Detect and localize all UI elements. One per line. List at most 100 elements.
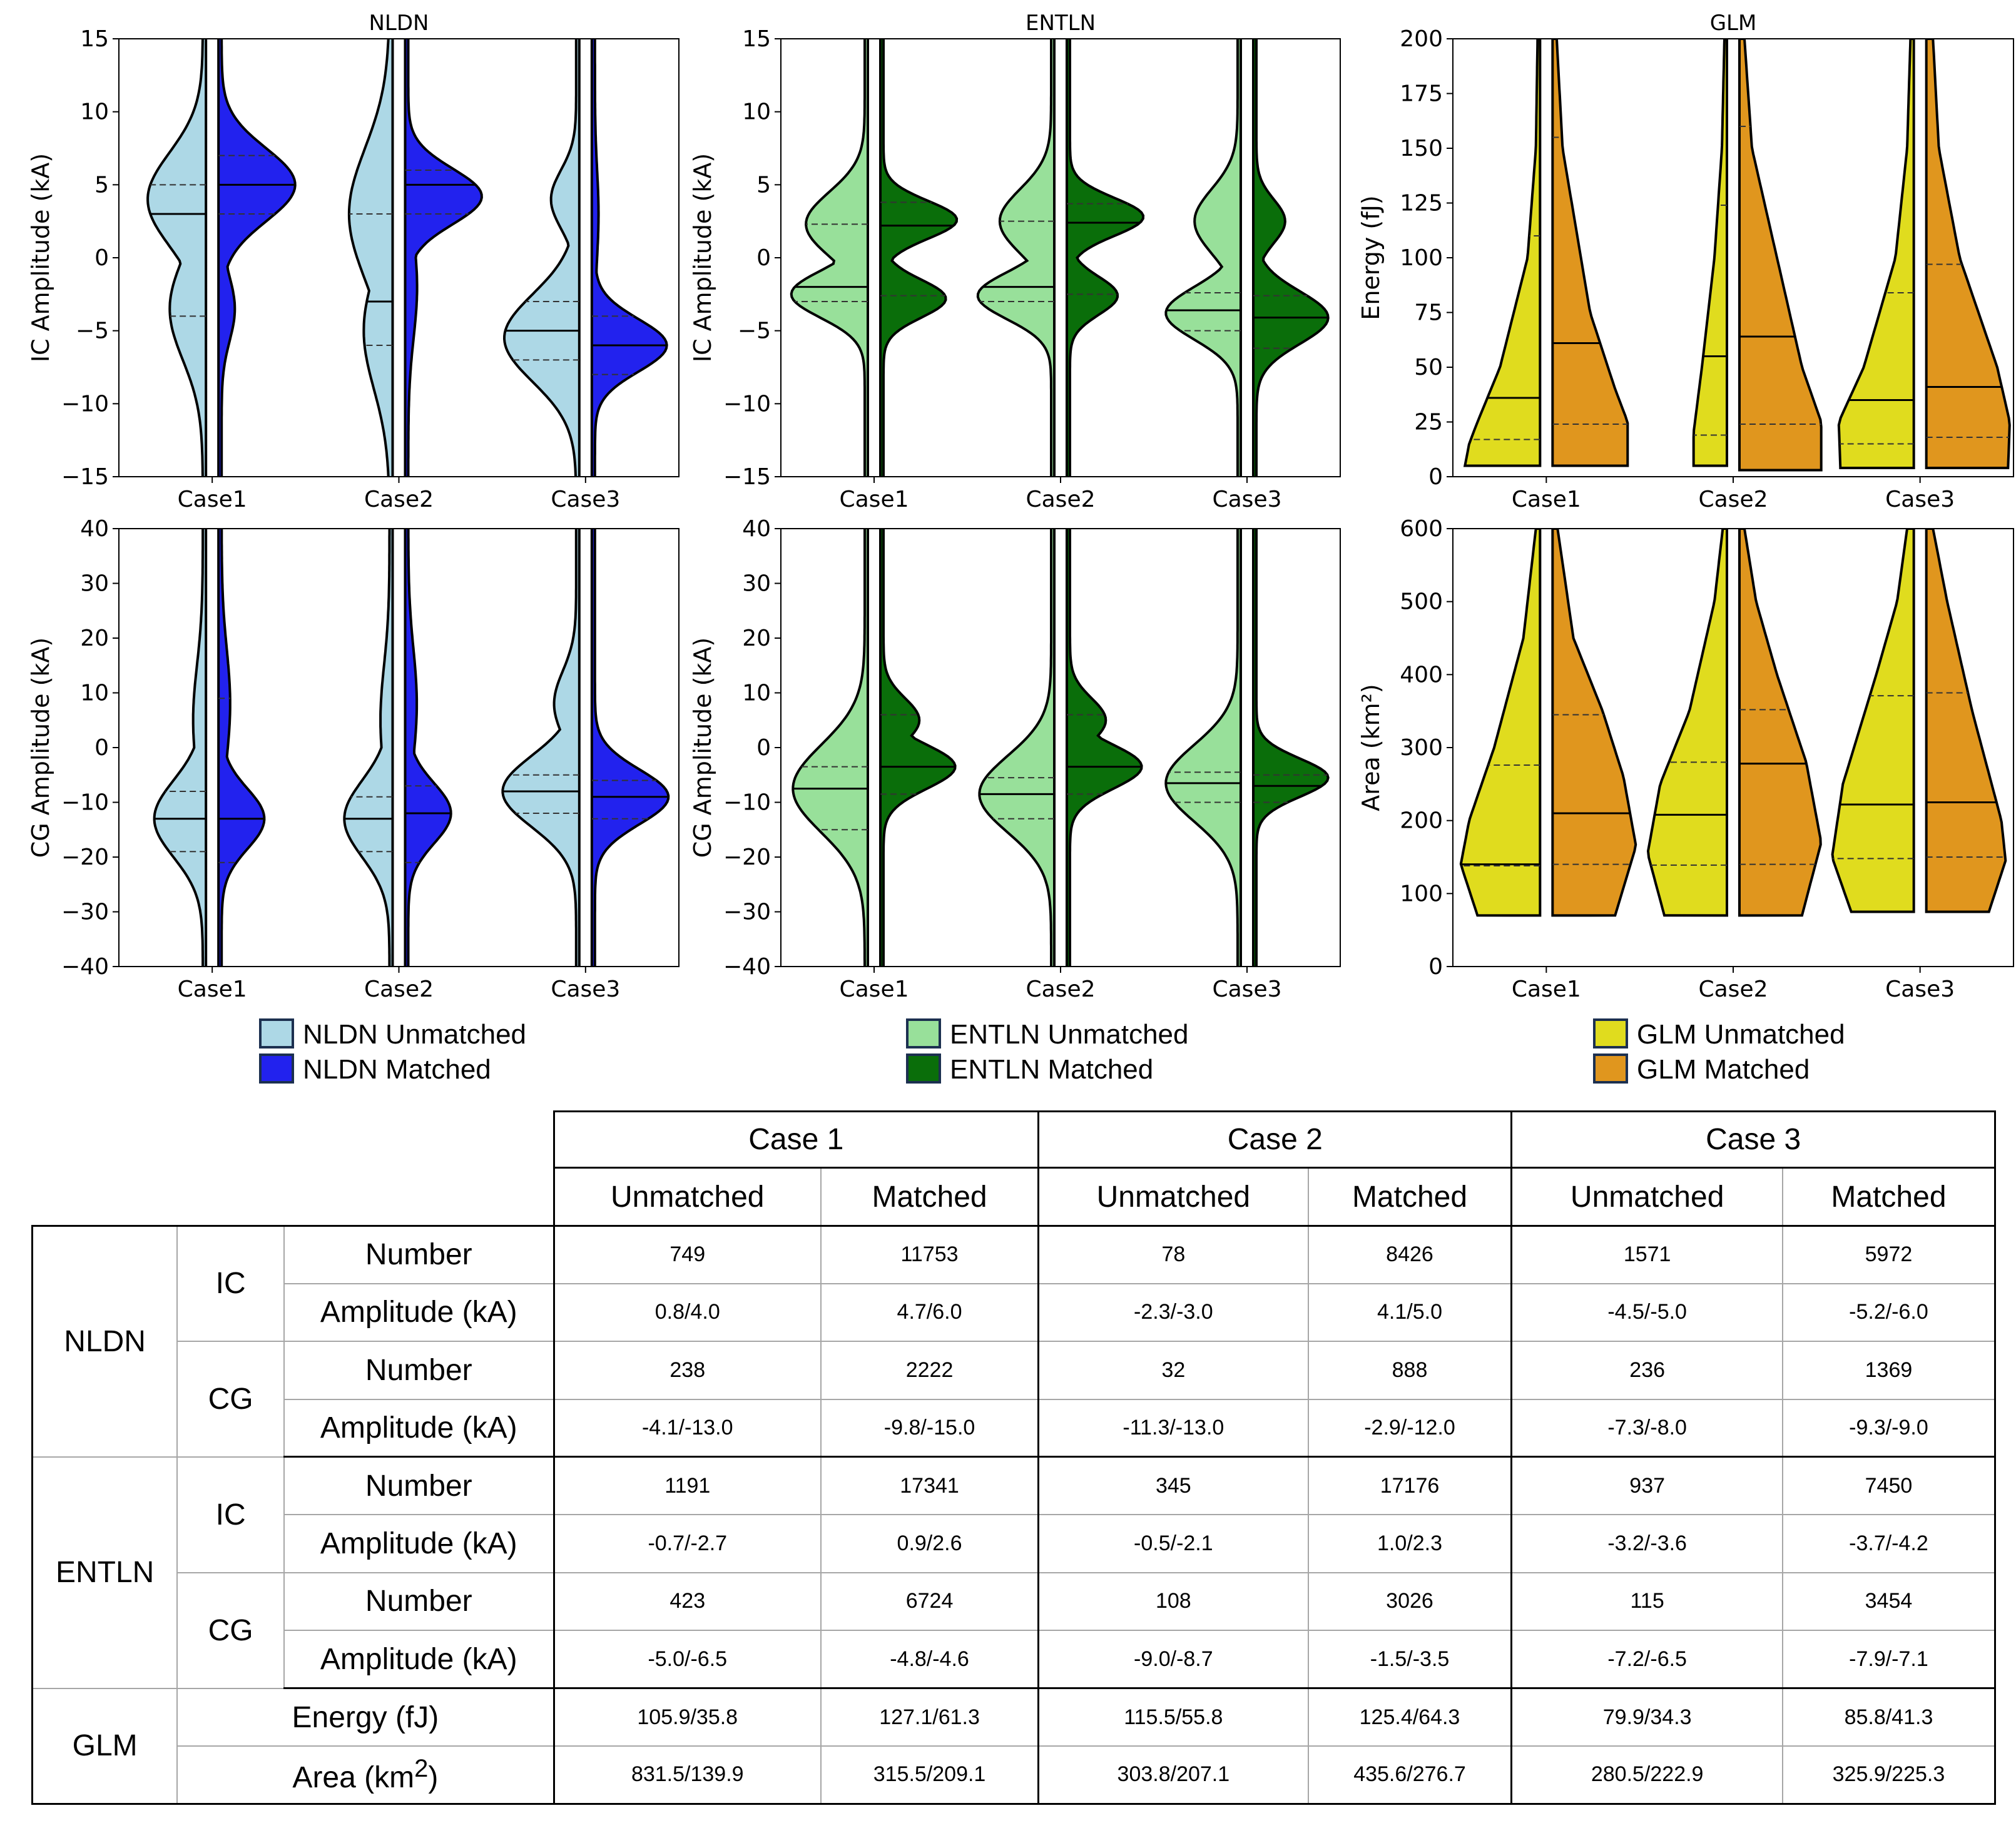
x-tick-label: Case3: [1212, 977, 1281, 1002]
y-tick-label: 0: [756, 735, 771, 761]
table-cell: 0.9/2.6: [820, 1514, 1040, 1573]
table-row: Amplitude (kA) 0.8/4.0 4.7/6.0 -2.3/-3.0 4.…: [33, 1282, 1996, 1343]
legend-swatch: [259, 1054, 294, 1084]
x-tick-label: Case3: [1885, 487, 1955, 512]
table-cell: 32: [1037, 1341, 1309, 1400]
case-1-matched-header: Matched: [820, 1167, 1040, 1227]
table-cell: -5.2/-6.0: [1781, 1282, 1996, 1343]
violin-case2-matched: [1738, 529, 1822, 917]
table-cell: 1.0/2.3: [1307, 1514, 1513, 1573]
y-axis-label: IC Amplitude (kA): [27, 153, 54, 362]
violin-case1-matched: [217, 529, 266, 967]
legend-label: NLDN Unmatched: [303, 1019, 526, 1050]
x-tick-label: Case3: [551, 977, 620, 1002]
metric-label: Area (km2): [176, 1745, 555, 1805]
x-tick-label: Case2: [364, 487, 434, 512]
table-cell: 125.4/64.3: [1307, 1687, 1513, 1747]
table-cell: 3454: [1781, 1571, 1996, 1632]
nldn-cg-label: CG: [176, 1341, 285, 1458]
y-tick-label: −20: [723, 845, 771, 870]
y-tick-label: 50: [1414, 355, 1443, 380]
violin-case3-unmatched: [1164, 529, 1242, 967]
violin-case3-matched: [1925, 39, 2011, 469]
x-tick-label: Case1: [1512, 487, 1581, 512]
table-cell: -3.7/-4.2: [1781, 1514, 1996, 1573]
legend-label: GLM Matched: [1637, 1054, 1810, 1085]
table-cell: -9.8/-15.0: [820, 1398, 1040, 1458]
y-tick-label: 10: [742, 99, 771, 125]
metric-label: Number: [283, 1224, 555, 1284]
entln-ic-label: IC: [176, 1456, 285, 1573]
legend-swatch: [906, 1018, 941, 1048]
table-cell: 105.9/35.8: [552, 1687, 822, 1747]
chart-title: NLDN: [369, 11, 429, 36]
case-2-matched-header: Matched: [1307, 1167, 1513, 1227]
table-cell: 325.9/225.3: [1781, 1745, 1996, 1805]
table-cell: 85.8/41.3: [1781, 1687, 1996, 1747]
violin-case1-matched: [1551, 39, 1629, 467]
y-tick-label: 200: [1400, 808, 1443, 834]
table-cell: -7.3/-8.0: [1510, 1398, 1783, 1458]
y-axis-label: Area (km²): [1357, 684, 1385, 811]
y-tick-label: −10: [723, 391, 771, 417]
table-row: CG Number 423 6724 108 3026 115 3454: [33, 1571, 1996, 1689]
table-cell: 303.8/207.1: [1037, 1745, 1309, 1805]
table-cell: -7.2/-6.5: [1510, 1630, 1783, 1690]
legend-label: NLDN Matched: [303, 1054, 491, 1085]
case-2-header: Case 2: [1037, 1110, 1513, 1169]
x-tick-label: Case1: [839, 977, 909, 1002]
y-tick-label: 30: [80, 571, 109, 597]
table-cell: -9.0/-8.7: [1037, 1630, 1309, 1690]
case-3-matched-header: Matched: [1781, 1167, 1996, 1227]
table-cell: 315.5/209.1: [820, 1745, 1040, 1805]
violin-case2-unmatched: [978, 529, 1056, 967]
table-cell: 423: [552, 1571, 822, 1632]
violin-case3-unmatched: [501, 529, 581, 967]
y-tick-label: −30: [61, 900, 109, 925]
table-cell: -0.5/-2.1: [1037, 1514, 1309, 1573]
y-tick-label: 25: [1414, 410, 1443, 435]
violin-case2-matched: [1066, 39, 1145, 477]
chart-panel-1: −15 −10 −5 0 5 10 15 Case1 Case2 Case3 NLDN IC Ampl…: [27, 11, 680, 512]
table-cell: 108: [1037, 1571, 1309, 1632]
y-tick-label: 150: [1400, 136, 1443, 161]
violin-case3-matched: [1252, 529, 1330, 967]
violin-case1-unmatched: [790, 39, 869, 477]
y-tick-label: 600: [1400, 516, 1443, 542]
violin-case2-unmatched: [976, 39, 1056, 477]
table-cell: 1191: [552, 1456, 822, 1516]
metric-label: Amplitude (kA): [283, 1282, 555, 1343]
x-tick-label: Case3: [1212, 487, 1281, 512]
legend-label: GLM Unmatched: [1637, 1019, 1845, 1050]
chart-title: ENTLN: [1026, 11, 1096, 36]
legend-label: ENTLN Matched: [950, 1054, 1153, 1085]
case-1-unmatched-header: Unmatched: [552, 1167, 822, 1227]
x-tick-label: Case1: [839, 487, 909, 512]
metric-label: Amplitude (kA): [283, 1398, 555, 1458]
table-cell: 7450: [1781, 1456, 1996, 1516]
table-cell: 2222: [820, 1341, 1040, 1400]
table-cell: 79.9/34.3: [1510, 1687, 1783, 1747]
x-tick-label: Case1: [178, 977, 247, 1002]
y-tick-label: 5: [94, 172, 109, 198]
table-cell: 115: [1510, 1571, 1783, 1632]
table-cell: 435.6/276.7: [1307, 1745, 1513, 1805]
x-tick-label: Case2: [364, 977, 434, 1002]
violin-case2-unmatched: [1692, 39, 1728, 467]
x-tick-label: Case2: [1026, 487, 1095, 512]
legend-swatch: [1593, 1018, 1628, 1048]
plot-area: [146, 39, 668, 477]
violin-case1-unmatched: [1459, 529, 1542, 917]
table-cell: 1571: [1510, 1224, 1783, 1284]
y-tick-label: 40: [80, 516, 109, 542]
case-2-unmatched-header: Unmatched: [1037, 1167, 1309, 1227]
case-header-row: Case 1 Case 2 Case 3: [33, 1110, 1996, 1169]
entln-cg-label: CG: [176, 1571, 285, 1689]
x-tick-label: Case1: [178, 487, 247, 512]
legend-swatch: [1593, 1054, 1628, 1084]
violin-case3-matched: [590, 529, 670, 967]
violin-case1-unmatched: [146, 39, 208, 477]
nldn-ic-label: IC: [176, 1224, 285, 1343]
table-cell: -9.3/-9.0: [1781, 1398, 1996, 1458]
violin-case2-matched: [1738, 39, 1823, 472]
